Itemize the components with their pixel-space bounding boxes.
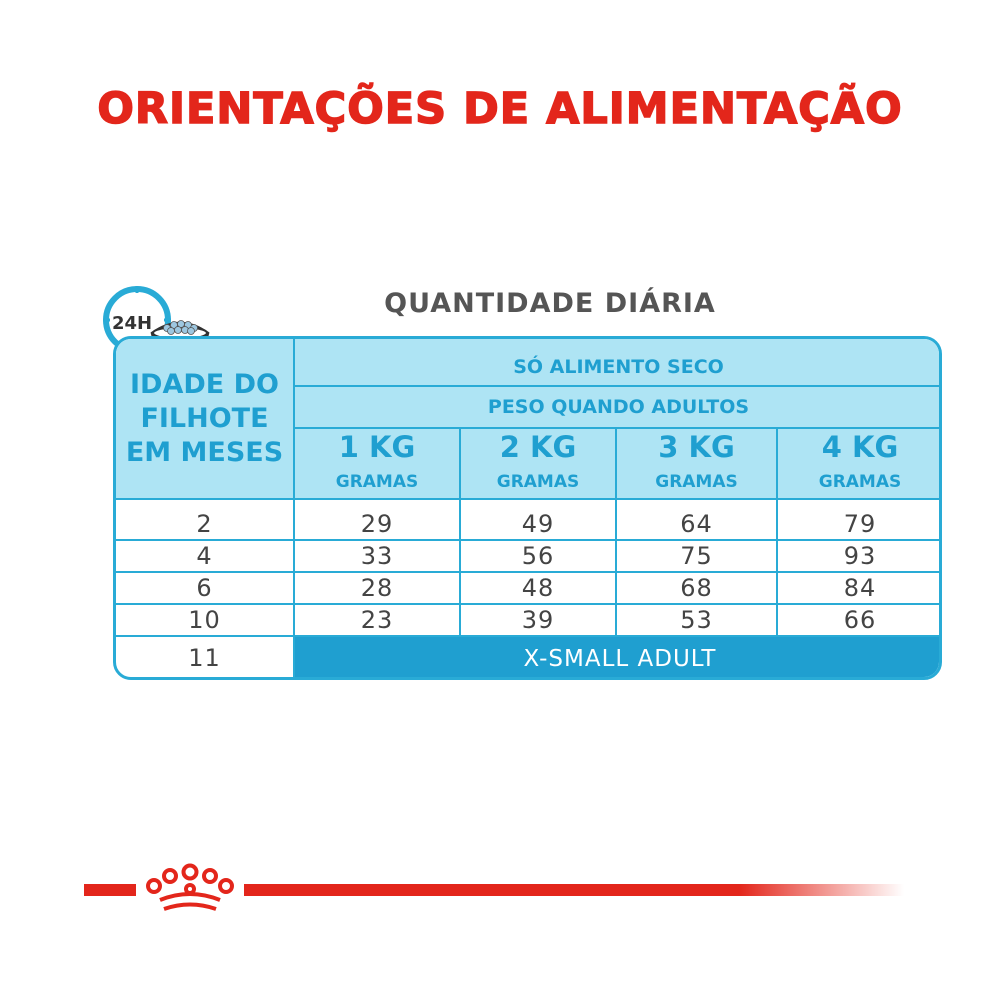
grid-line: [293, 339, 295, 677]
grid-line: [116, 635, 939, 637]
age-cell: 4: [196, 542, 213, 570]
feeding-table: IDADE DO FILHOTE EM MESES SÓ ALIMENTO SE…: [113, 336, 942, 680]
value-cell: 93: [843, 542, 877, 570]
grid-line: [116, 571, 939, 573]
weight-3kg: 3 KG: [658, 430, 735, 464]
adult-weight-header: PESO QUANDO ADULTOS: [487, 396, 750, 418]
page-title: ORIENTAÇÕES DE ALIMENTAÇÃO: [97, 83, 903, 135]
royal-canin-crown-icon: [138, 862, 242, 914]
age-header-line-2: FILHOTE: [140, 402, 269, 434]
value-cell: 56: [521, 542, 555, 570]
value-cell: 64: [680, 510, 713, 538]
value-cell: 39: [521, 606, 555, 634]
x-small-adult-banner: X-SMALL ADULT: [295, 637, 939, 677]
value-cell: 75: [680, 542, 713, 570]
value-cell: 28: [360, 574, 394, 602]
value-cell: 53: [680, 606, 713, 634]
footer-line-left: [84, 884, 136, 896]
24h-label: 24H: [112, 313, 152, 334]
grid-line: [295, 385, 939, 387]
value-cell: 66: [843, 606, 877, 634]
unit-grams-4: GRAMAS: [818, 471, 902, 492]
weight-1kg: 1 KG: [338, 430, 416, 464]
age-header-line-1: IDADE DO: [130, 368, 279, 400]
grid-line: [776, 427, 778, 637]
grid-line: [116, 539, 939, 541]
value-cell: 84: [843, 574, 877, 602]
value-cell: 49: [521, 510, 555, 538]
age-header-line-3: EM MESES: [125, 436, 284, 468]
value-cell: 29: [360, 510, 394, 538]
x-small-adult-label: X-SMALL ADULT: [523, 645, 717, 672]
unit-grams-3: GRAMAS: [655, 471, 738, 492]
age-cell: 11: [188, 644, 221, 672]
weight-2kg: 2 KG: [499, 430, 577, 464]
value-cell: 23: [360, 606, 394, 634]
grid-line: [116, 498, 939, 500]
unit-grams-1: GRAMAS: [335, 471, 419, 492]
footer-line-right: [244, 884, 904, 896]
value-cell: 68: [680, 574, 713, 602]
age-cell: 2: [196, 510, 213, 538]
grid-line: [116, 603, 939, 605]
grid-line: [459, 427, 461, 637]
table-header-background: [116, 339, 939, 498]
age-header: IDADE DO FILHOTE EM MESES: [116, 339, 293, 498]
age-cell: 10: [188, 606, 221, 634]
value-cell: 33: [360, 542, 394, 570]
age-cell: 6: [196, 574, 213, 602]
value-cell: 48: [521, 574, 555, 602]
subtitle: QUANTIDADE DIÁRIA: [384, 288, 716, 319]
unit-grams-2: GRAMAS: [496, 471, 580, 492]
grid-line: [615, 427, 617, 637]
value-cell: 79: [843, 510, 877, 538]
dry-food-header: SÓ ALIMENTO SECO: [513, 356, 724, 378]
weight-4kg: 4 KG: [821, 430, 899, 464]
grid-line: [295, 427, 939, 429]
